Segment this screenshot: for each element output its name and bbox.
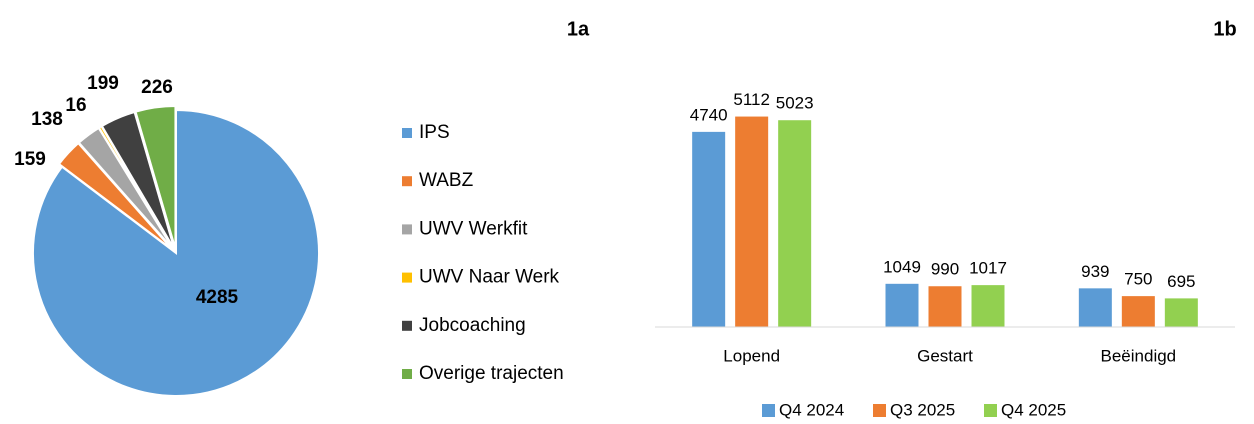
legend-label: Q4 2024 (779, 400, 844, 419)
bar (1121, 296, 1155, 327)
bar (1164, 298, 1198, 327)
legend-label: Overige trajecten (419, 363, 564, 384)
data-label: 750 (1124, 270, 1152, 289)
data-label: 5023 (776, 94, 814, 113)
legend-label: IPS (419, 122, 450, 143)
x-tick-label: Lopend (723, 346, 780, 365)
x-tick-label: Gestart (917, 346, 973, 365)
chart-title: 1a (567, 18, 590, 40)
pie-slice (100, 110, 176, 250)
data-label: 199 (87, 73, 119, 94)
pie-slice (32, 108, 320, 397)
data-label: 16 (65, 95, 86, 116)
data-label: 4285 (196, 287, 239, 308)
legend-marker (402, 224, 412, 235)
data-label: 1017 (969, 259, 1007, 278)
legend-marker (402, 128, 412, 138)
bar (928, 286, 962, 327)
data-label: 159 (14, 149, 46, 170)
legend-label: WABZ (419, 170, 474, 191)
legend-label: UWV Naar Werk (419, 267, 560, 288)
legend-marker (984, 404, 997, 417)
data-label: 138 (31, 109, 63, 130)
legend-label: Q3 2025 (890, 400, 955, 419)
legend-marker (402, 369, 412, 379)
legend-marker (762, 404, 775, 417)
bar (778, 120, 812, 327)
legend-marker (402, 272, 412, 283)
legend-marker (402, 320, 412, 331)
data-label: 695 (1167, 272, 1195, 291)
bar (1078, 288, 1112, 327)
legend-label: Jobcoaching (419, 315, 526, 336)
bar (885, 283, 919, 327)
legend-marker (873, 404, 886, 417)
legend-marker (402, 176, 412, 187)
data-label: 4740 (690, 105, 728, 124)
data-label: 226 (141, 77, 173, 98)
legend-label: UWV Werkfit (419, 218, 528, 239)
x-tick-label: Beëindigd (1101, 346, 1177, 365)
data-label: 939 (1081, 262, 1109, 281)
data-label: 5112 (733, 90, 770, 109)
bar (735, 116, 769, 327)
data-label: 1049 (883, 257, 921, 276)
bar (971, 285, 1005, 327)
chart-title: 1b (1213, 18, 1236, 40)
data-label: 990 (931, 260, 959, 279)
legend-label: Q4 2025 (1001, 400, 1066, 419)
bar (692, 131, 726, 327)
pie-slice (134, 105, 177, 250)
